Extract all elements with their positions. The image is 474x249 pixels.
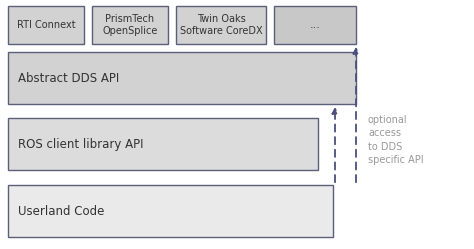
Text: PrismTech
OpenSplice: PrismTech OpenSplice bbox=[102, 14, 158, 36]
Text: ROS client library API: ROS client library API bbox=[18, 137, 144, 150]
Bar bbox=[8, 118, 318, 170]
Bar bbox=[176, 6, 266, 44]
Text: ...: ... bbox=[310, 20, 320, 30]
Bar bbox=[274, 6, 356, 44]
Bar bbox=[8, 185, 333, 237]
Bar bbox=[92, 6, 168, 44]
Text: optional
access
to DDS
specific API: optional access to DDS specific API bbox=[368, 115, 424, 165]
Text: Abstract DDS API: Abstract DDS API bbox=[18, 71, 119, 84]
Bar bbox=[8, 52, 356, 104]
Text: Userland Code: Userland Code bbox=[18, 204, 104, 217]
Bar bbox=[8, 6, 84, 44]
Text: Twin Oaks
Software CoreDX: Twin Oaks Software CoreDX bbox=[180, 14, 262, 36]
Text: RTI Connext: RTI Connext bbox=[17, 20, 75, 30]
